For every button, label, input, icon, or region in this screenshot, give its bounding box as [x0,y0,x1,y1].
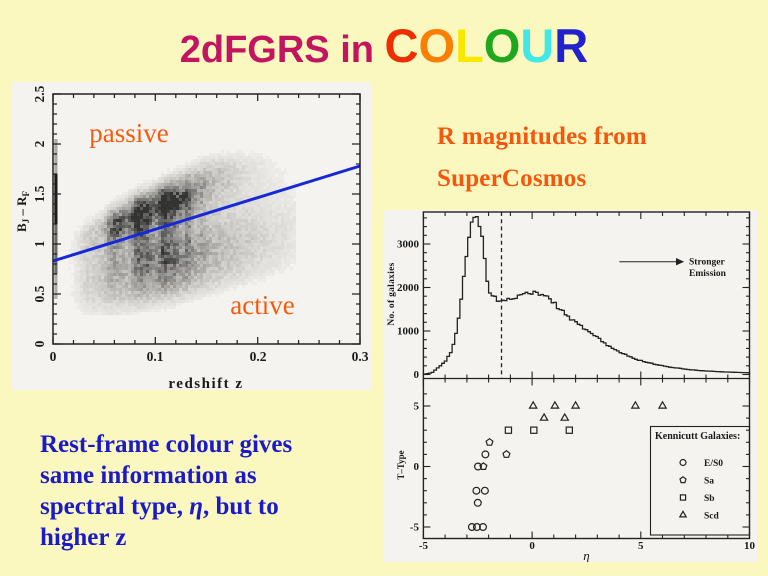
svg-text:Scd: Scd [704,512,720,522]
svg-text:Sb: Sb [704,494,715,504]
svg-text:1: 1 [32,240,47,247]
svg-text:-5: -5 [419,540,429,552]
svg-text:redshift z: redshift z [168,376,243,390]
svg-text:-5: -5 [410,522,420,534]
svg-text:0: 0 [414,461,420,473]
svg-text:0.3: 0.3 [352,349,369,364]
svg-text:2.5: 2.5 [32,85,47,102]
svg-text:Sa: Sa [704,477,714,487]
svg-text:Emission: Emission [689,269,727,279]
svg-text:active: active [230,290,294,320]
svg-text:0.2: 0.2 [250,349,267,364]
svg-text:E/S0: E/S0 [704,459,723,469]
svg-text:1.5: 1.5 [32,185,47,202]
svg-text:0.1: 0.1 [147,349,164,364]
svg-text:0: 0 [50,349,57,364]
svg-text:0: 0 [32,340,47,347]
svg-text:3000: 3000 [397,239,420,251]
svg-text:passive: passive [89,118,169,148]
svg-text:Stronger: Stronger [689,258,725,268]
svg-text:Kennicutt Galaxies:: Kennicutt Galaxies: [655,431,740,442]
svg-text:5: 5 [414,401,420,413]
svg-text:5: 5 [638,540,644,552]
svg-text:η: η [583,548,589,562]
svg-text:2000: 2000 [397,282,420,294]
svg-text:BJ – RF: BJ – RF [14,190,31,232]
svg-text:0.5: 0.5 [32,285,47,302]
svg-text:2: 2 [32,140,47,147]
svg-text:10: 10 [744,540,756,552]
svg-text:1000: 1000 [397,326,420,338]
svg-text:0: 0 [529,540,535,552]
svg-text:T–Type: T–Type [396,450,406,479]
svg-text:No. of galaxies: No. of galaxies [387,262,397,325]
svg-text:0: 0 [414,369,420,381]
